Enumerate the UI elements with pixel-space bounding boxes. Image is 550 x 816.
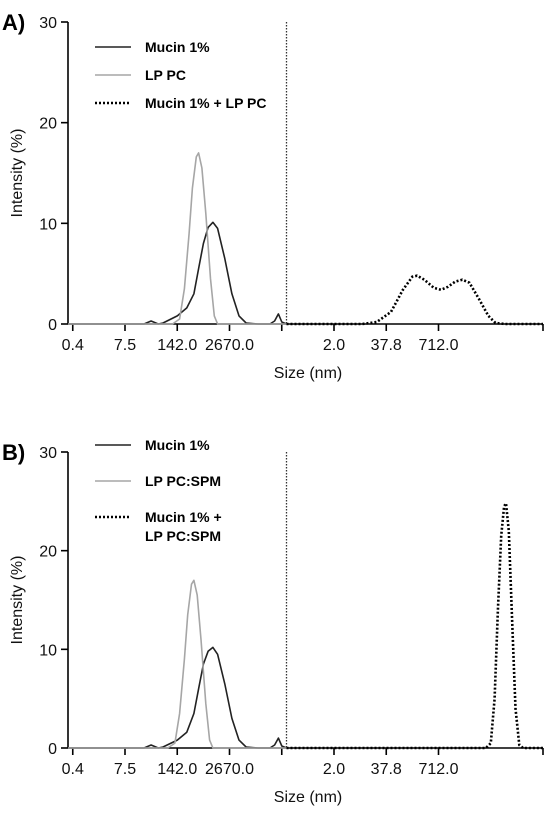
x-tick-label: 7.5 — [114, 337, 136, 354]
y-tick-label: 30 — [39, 445, 57, 462]
y-tick-label: 20 — [39, 116, 57, 133]
x-tick-label: 2670.0 — [205, 337, 254, 354]
legend-label: Mucin 1% — [145, 39, 210, 55]
x-tick-label: 142.0 — [157, 761, 197, 778]
series-line — [68, 579, 287, 749]
y-tick-label: 0 — [48, 741, 57, 758]
x-tick-label: 7.5 — [114, 761, 136, 778]
x-tick-label: 0.4 — [62, 337, 84, 354]
panel-label: B) — [2, 440, 25, 465]
x-tick-label: 2.0 — [323, 337, 345, 354]
chart-panel-a: A) 0 10 20 30 Intensity (%) 0.4 7.5 142.0 2670.0 2… — [2, 10, 544, 382]
legend-label: Mucin 1% — [145, 437, 210, 453]
y-tick-label: 0 — [48, 317, 57, 334]
series-line — [68, 152, 287, 325]
y-axis-title: Intensity (%) — [9, 129, 26, 218]
x-tick-label: 712.0 — [418, 761, 458, 778]
y-tick-label: 10 — [39, 216, 57, 233]
x-tick-label: 2.0 — [323, 761, 345, 778]
y-tick-label: 30 — [39, 15, 57, 32]
series-line — [286, 502, 543, 750]
y-axis-title: Intensity (%) — [9, 556, 26, 645]
x-tick-label: 142.0 — [157, 337, 197, 354]
x-axis-title: Size (nm) — [274, 789, 342, 806]
legend-label: LP PC:SPM — [145, 473, 221, 489]
legend-label: Mucin 1% + LP PC:SPM — [145, 509, 222, 544]
y-tick-label: 10 — [39, 642, 57, 659]
x-tick-label: 37.8 — [371, 761, 402, 778]
x-tick-label: 712.0 — [418, 337, 458, 354]
panel-label: A) — [2, 10, 25, 35]
x-tick-label: 37.8 — [371, 337, 402, 354]
x-tick-label: 2670.0 — [205, 761, 254, 778]
series-line — [68, 221, 287, 325]
x-axis-title: Size (nm) — [274, 365, 342, 382]
x-tick-label: 0.4 — [62, 761, 84, 778]
legend-label: LP PC — [145, 67, 186, 83]
series-line — [286, 274, 543, 326]
y-tick-label: 20 — [39, 544, 57, 561]
legend-label: Mucin 1% + LP PC — [145, 95, 267, 111]
chart-panel-b: B) 0 10 20 30 Intensity (%) 0.4 7.5 142.0 2670.0 2… — [2, 437, 544, 806]
